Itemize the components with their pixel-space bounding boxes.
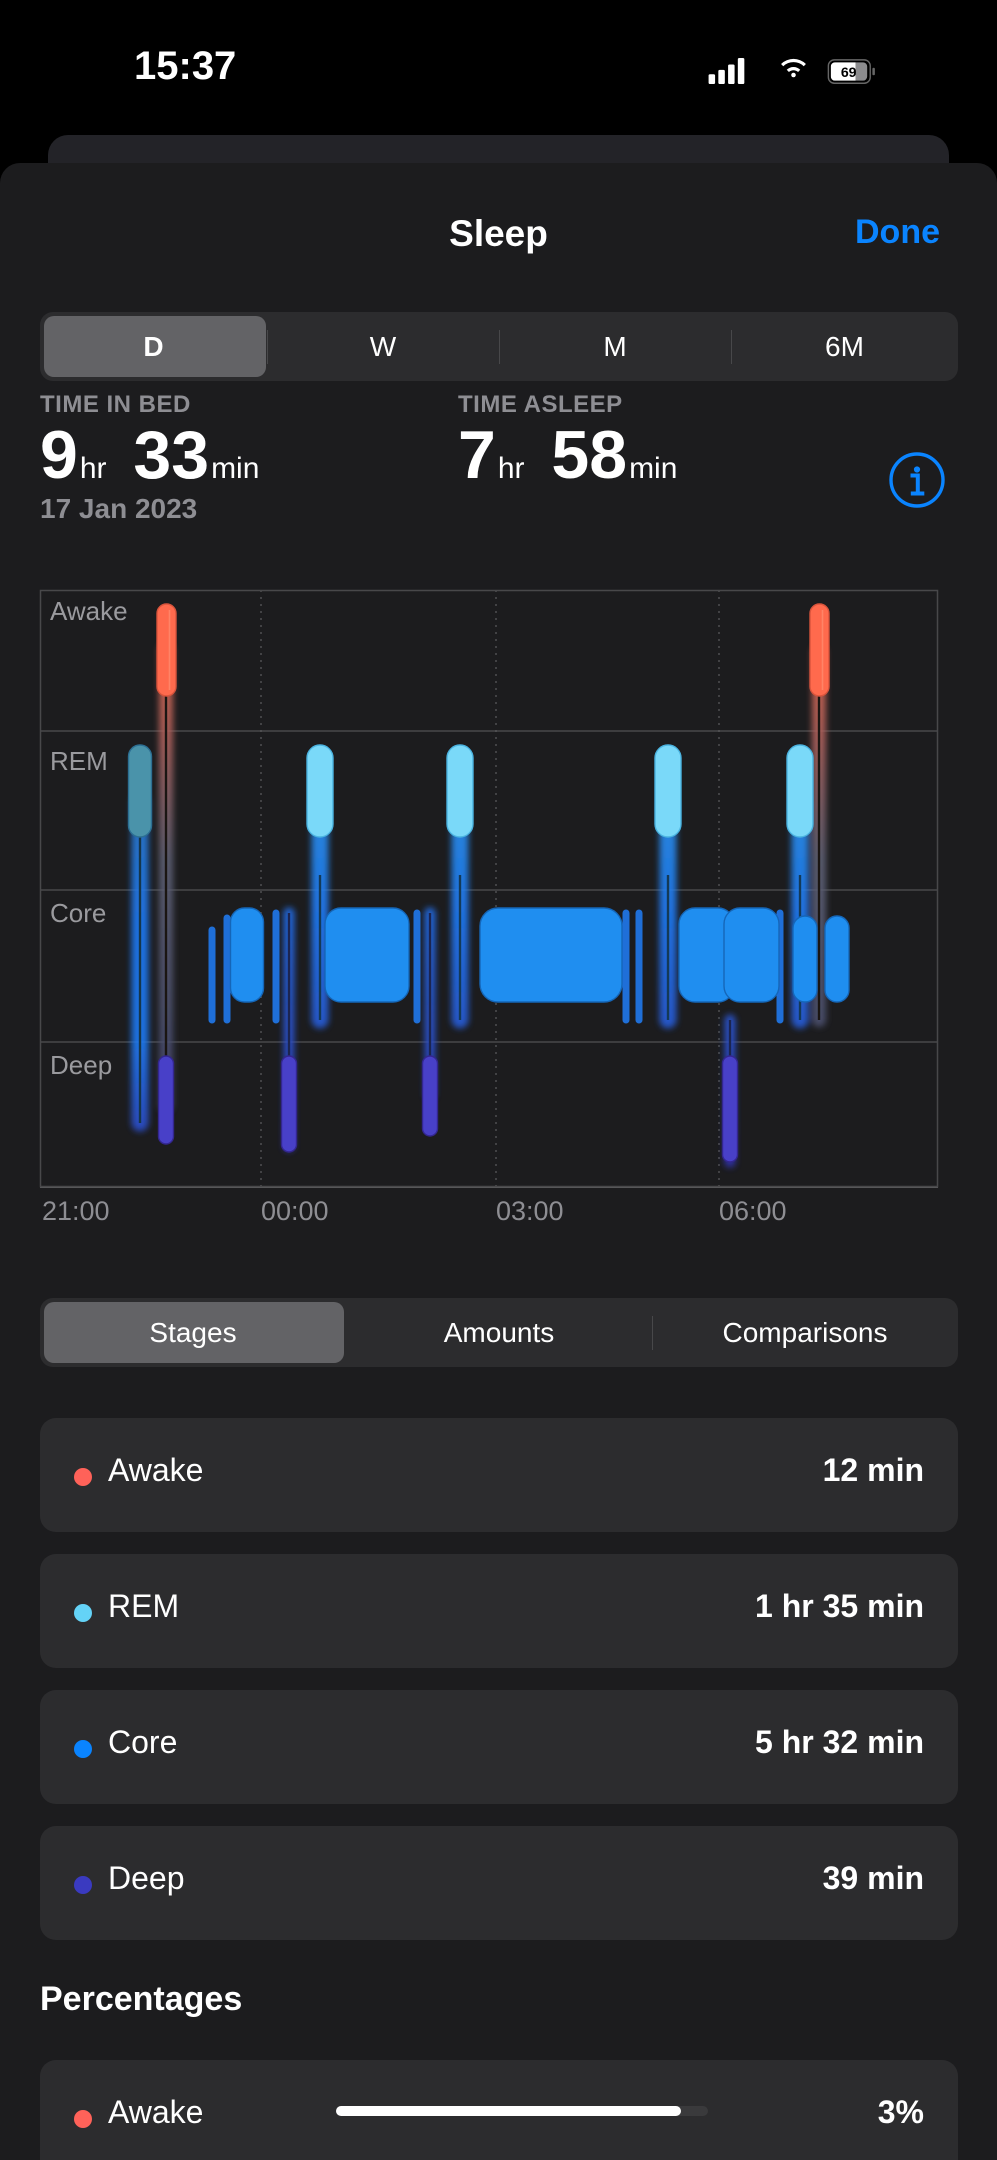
svg-text:21:00: 21:00 (42, 1196, 110, 1226)
svg-text:06:00: 06:00 (719, 1196, 787, 1226)
svg-text:Deep: Deep (50, 1050, 112, 1080)
svg-text:Awake: Awake (50, 596, 128, 626)
svg-text:Core: Core (50, 898, 106, 928)
svg-text:03:00: 03:00 (496, 1196, 564, 1226)
svg-text:69: 69 (841, 64, 857, 80)
svg-text:00:00: 00:00 (261, 1196, 329, 1226)
svg-text:REM: REM (50, 746, 108, 776)
